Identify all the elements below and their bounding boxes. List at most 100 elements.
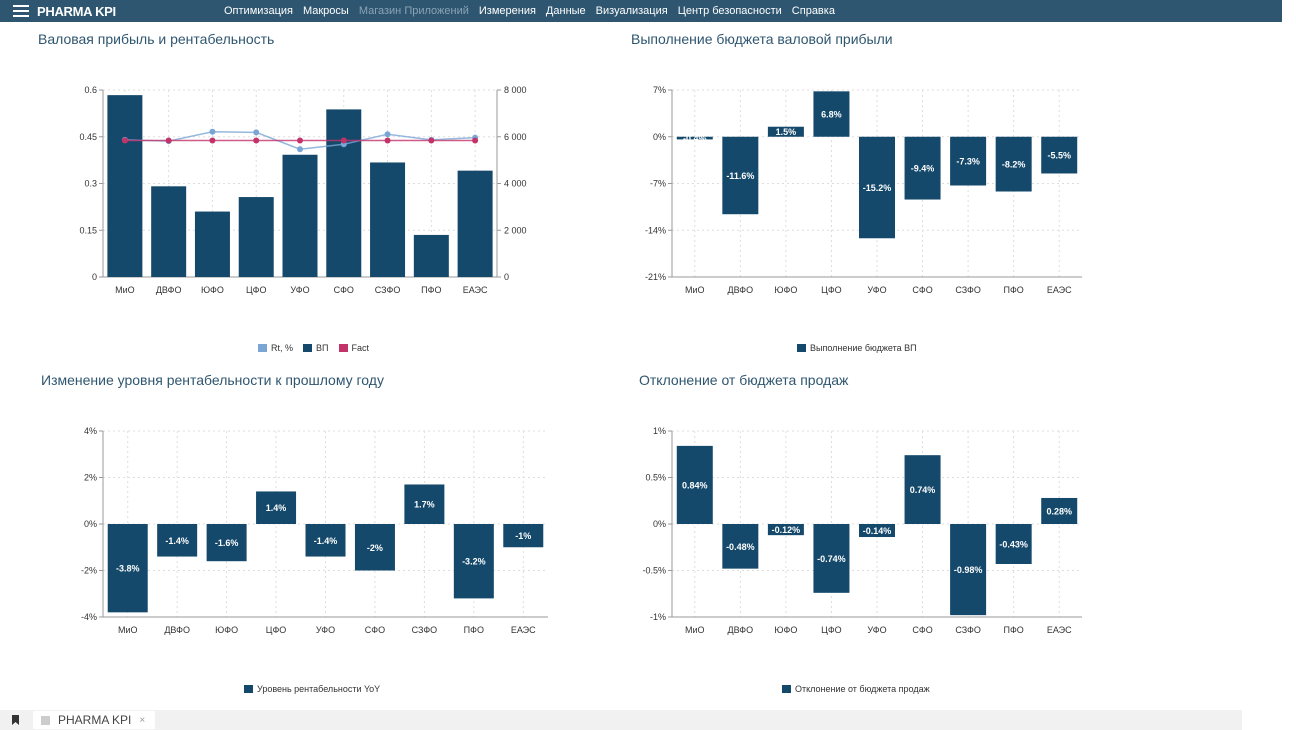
point-fact [472, 137, 479, 144]
x-tick-label: ПФО [464, 625, 484, 635]
x-tick-label: ПФО [1004, 625, 1024, 635]
legend-item-vp[interactable]: ВП [303, 343, 329, 353]
x-tick-label: УФО [867, 285, 886, 295]
x-tick-label: УФО [867, 625, 886, 635]
legend-gross-profit: Rt, % ВП Fact [258, 343, 369, 353]
y-tick-label: 0% [84, 519, 97, 529]
bar [206, 524, 247, 562]
bar-vp [413, 234, 449, 277]
x-tick-label: ДВФО [156, 285, 182, 295]
x-tick-label: МиО [685, 625, 705, 635]
bar [859, 136, 895, 239]
y-tick-label: -0.5% [642, 566, 666, 576]
data-label: -9.4% [911, 164, 935, 174]
bar [995, 524, 1032, 564]
bar [950, 524, 987, 616]
y-tick-label: 1% [653, 426, 666, 436]
point-fact [340, 137, 347, 144]
legend-item-fact[interactable]: Fact [338, 343, 370, 353]
x-tick-label: ПФО [421, 285, 441, 295]
data-label: -15.2% [863, 183, 892, 193]
x-tick-label: СФО [334, 285, 354, 295]
main-menu: Оптимизация Макросы Магазин Приложений И… [224, 0, 845, 22]
data-label: -0.74% [817, 554, 846, 564]
menu-item-visualization[interactable]: Визуализация [595, 5, 668, 17]
bar-vp [107, 95, 143, 277]
point-fact [253, 137, 260, 144]
bar [767, 126, 804, 137]
menu-item-security-center[interactable]: Центр безопасности [677, 5, 782, 17]
x-tick-label: ЮФО [215, 625, 238, 635]
data-label: -0.12% [772, 525, 801, 535]
point-fact [209, 137, 216, 144]
point-rt [384, 131, 391, 138]
bar [107, 524, 148, 613]
data-label: 0.74% [910, 485, 936, 495]
x-tick-label: МиО [115, 285, 135, 295]
bar-vp [194, 211, 230, 277]
menu-item-optimization[interactable]: Оптимизация [224, 5, 293, 17]
point-fact [428, 137, 435, 144]
close-icon[interactable]: × [139, 714, 146, 726]
bar [157, 524, 198, 557]
x-tick-label: ДВФО [728, 285, 754, 295]
app-title: PHARMA KPI [37, 3, 116, 19]
y-tick-label: -1% [650, 612, 666, 622]
y-tick-label: -21% [645, 272, 666, 282]
x-tick-label: ЦФО [821, 625, 842, 635]
x-tick-label: СЗФО [412, 625, 438, 635]
legend-item[interactable]: Уровень рентабельности YoY [244, 684, 380, 694]
point-fact [384, 137, 391, 144]
x-tick-label: ЮФО [201, 285, 224, 295]
x-tick-label: ЦФО [821, 285, 842, 295]
x-tick-label: ЕАЭС [1047, 625, 1072, 635]
data-label: 0.84% [682, 480, 708, 490]
x-tick-label: СФО [912, 625, 932, 635]
x-tick-label: ЕАЭС [463, 285, 488, 295]
legend-item[interactable]: Выполнение бюджета ВП [797, 343, 917, 353]
y-tick-label: -7% [650, 179, 666, 189]
x-tick-label: ЕАЭС [1047, 285, 1072, 295]
x-tick-label: ЮФО [774, 285, 797, 295]
data-label: -3.8% [116, 564, 140, 574]
taskbar: PHARMA KPI × [0, 710, 1242, 730]
legend-label: Fact [351, 343, 370, 353]
legend-item-rt[interactable]: Rt, % [258, 343, 293, 353]
bar-vp [151, 186, 187, 277]
y-right-tick-label: 8 000 [504, 85, 527, 95]
point-fact [121, 137, 128, 144]
page-icon [41, 715, 50, 725]
hamburger-menu-icon[interactable] [13, 5, 29, 17]
bar-vp [370, 162, 406, 277]
y-right-tick-label: 4 000 [504, 179, 527, 189]
data-label: 0.28% [1046, 506, 1072, 516]
y-tick-label: 0.5% [645, 473, 666, 483]
x-tick-label: ЦФО [246, 285, 267, 295]
menu-item-help[interactable]: Справка [791, 5, 835, 17]
menu-item-dimensions[interactable]: Измерения [478, 5, 536, 17]
bar [676, 445, 713, 524]
point-rt [253, 129, 260, 136]
x-tick-label: СЗФО [375, 285, 401, 295]
taskbar-tab[interactable]: PHARMA KPI × [33, 711, 156, 729]
legend-label: Rt, % [271, 343, 294, 353]
bookmark-icon[interactable] [12, 715, 19, 725]
data-label: -11.6% [726, 171, 754, 181]
y-tick-label: 0.6 [84, 85, 97, 95]
legend-item[interactable]: Отклонение от бюджета продаж [782, 684, 930, 694]
menu-item-macros[interactable]: Макросы [302, 5, 349, 17]
data-label: -8.2% [1002, 160, 1026, 170]
data-label: -0.43% [999, 539, 1028, 549]
y-tick-label: 0.15 [79, 225, 97, 235]
menu-item-data[interactable]: Данные [545, 5, 586, 17]
tab-label: PHARMA KPI [58, 713, 132, 727]
bar-vp [282, 154, 318, 277]
data-label: -1.6% [215, 538, 239, 548]
data-label: -0.4% [683, 134, 707, 144]
x-tick-label: СЗФО [955, 285, 981, 295]
point-fact [297, 137, 303, 144]
bar [1041, 497, 1078, 524]
y-tick-label: -14% [645, 225, 666, 235]
x-tick-label: ДВФО [164, 625, 190, 635]
